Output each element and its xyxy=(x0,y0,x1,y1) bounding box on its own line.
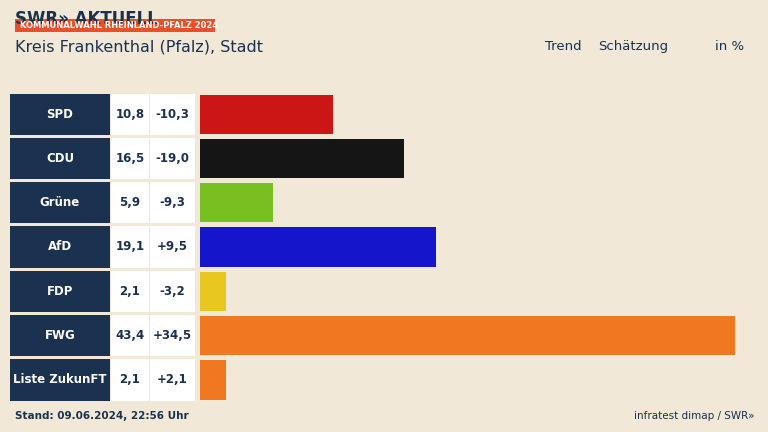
FancyBboxPatch shape xyxy=(111,270,149,312)
Text: CDU: CDU xyxy=(46,152,74,165)
Text: infratest dimap / SWR»: infratest dimap / SWR» xyxy=(634,411,755,421)
FancyBboxPatch shape xyxy=(10,93,110,135)
Text: -10,3: -10,3 xyxy=(156,108,190,121)
Text: Liste ZukunFT: Liste ZukunFT xyxy=(13,373,107,386)
FancyBboxPatch shape xyxy=(150,315,195,356)
Text: Trend: Trend xyxy=(545,40,581,53)
FancyBboxPatch shape xyxy=(200,139,403,178)
FancyBboxPatch shape xyxy=(200,95,333,134)
FancyBboxPatch shape xyxy=(200,272,226,311)
Text: FWG: FWG xyxy=(45,329,75,342)
FancyBboxPatch shape xyxy=(150,138,195,179)
FancyBboxPatch shape xyxy=(111,315,149,356)
Text: -19,0: -19,0 xyxy=(155,152,190,165)
FancyBboxPatch shape xyxy=(150,270,195,312)
FancyBboxPatch shape xyxy=(111,182,149,223)
Text: Grüne: Grüne xyxy=(40,196,80,209)
FancyBboxPatch shape xyxy=(200,360,226,400)
FancyBboxPatch shape xyxy=(111,226,149,268)
Text: SWR» AKTUELL: SWR» AKTUELL xyxy=(15,10,158,28)
FancyBboxPatch shape xyxy=(150,182,195,223)
FancyBboxPatch shape xyxy=(10,315,110,356)
Text: -9,3: -9,3 xyxy=(160,196,185,209)
FancyBboxPatch shape xyxy=(200,183,273,222)
Text: -3,2: -3,2 xyxy=(160,285,185,298)
FancyBboxPatch shape xyxy=(10,138,110,179)
Text: Schätzung: Schätzung xyxy=(598,40,668,53)
Text: 19,1: 19,1 xyxy=(115,241,144,254)
FancyBboxPatch shape xyxy=(15,19,215,32)
FancyBboxPatch shape xyxy=(111,93,149,135)
FancyBboxPatch shape xyxy=(10,226,110,268)
FancyBboxPatch shape xyxy=(150,226,195,268)
Text: Kreis Frankenthal (Pfalz), Stadt: Kreis Frankenthal (Pfalz), Stadt xyxy=(15,40,263,55)
Text: 16,5: 16,5 xyxy=(115,152,144,165)
FancyBboxPatch shape xyxy=(200,316,735,355)
FancyBboxPatch shape xyxy=(150,93,195,135)
FancyBboxPatch shape xyxy=(150,359,195,400)
FancyBboxPatch shape xyxy=(111,138,149,179)
Text: FDP: FDP xyxy=(47,285,73,298)
Text: 2,1: 2,1 xyxy=(120,373,141,386)
FancyBboxPatch shape xyxy=(10,182,110,223)
FancyBboxPatch shape xyxy=(10,270,110,312)
Text: 43,4: 43,4 xyxy=(115,329,144,342)
Text: +34,5: +34,5 xyxy=(153,329,192,342)
Text: AfD: AfD xyxy=(48,241,72,254)
Text: 5,9: 5,9 xyxy=(120,196,141,209)
FancyBboxPatch shape xyxy=(10,359,110,400)
Text: KOMMUNALWAHL RHEINLAND-PFALZ 2024: KOMMUNALWAHL RHEINLAND-PFALZ 2024 xyxy=(20,21,218,30)
FancyBboxPatch shape xyxy=(200,227,435,267)
Text: +9,5: +9,5 xyxy=(157,241,188,254)
Text: SPD: SPD xyxy=(47,108,74,121)
FancyBboxPatch shape xyxy=(111,359,149,400)
Text: 10,8: 10,8 xyxy=(115,108,144,121)
Text: in %: in % xyxy=(715,40,744,53)
Text: Stand: 09.06.2024, 22:56 Uhr: Stand: 09.06.2024, 22:56 Uhr xyxy=(15,411,189,421)
Text: 2,1: 2,1 xyxy=(120,285,141,298)
Text: +2,1: +2,1 xyxy=(157,373,188,386)
